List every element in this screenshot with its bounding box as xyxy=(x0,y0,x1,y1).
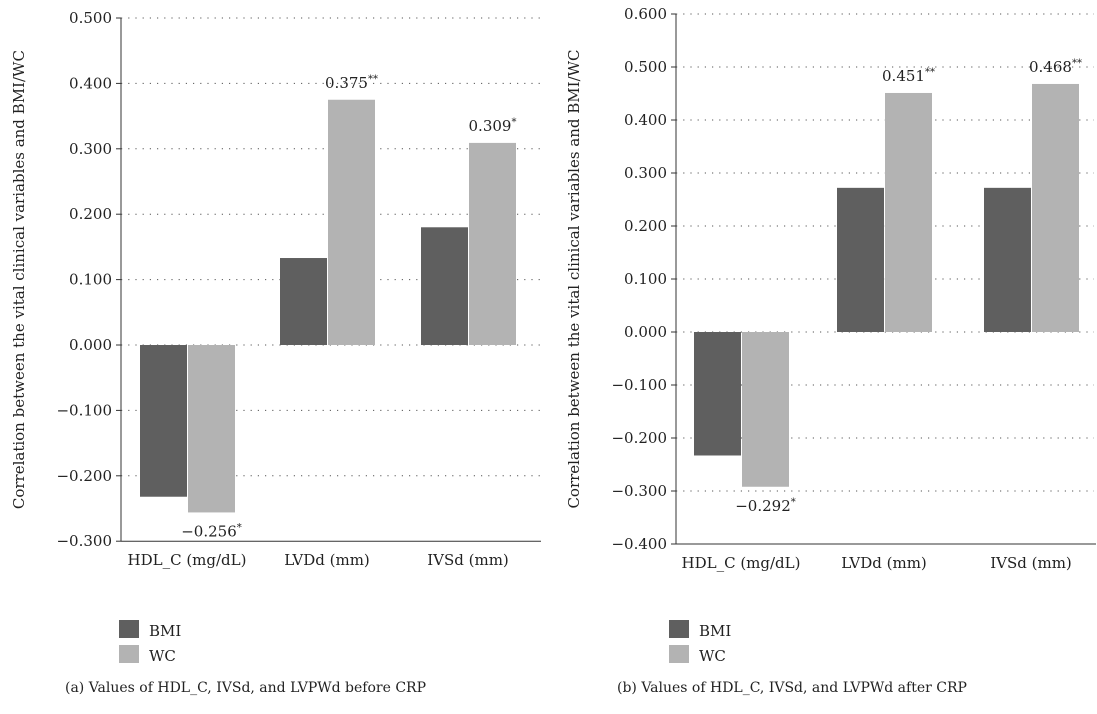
y-tick-label: 0.400 xyxy=(69,74,112,92)
bar-bmi-2 xyxy=(421,227,468,345)
y-tick-label: 0.100 xyxy=(624,270,667,288)
bar-wc-2 xyxy=(469,142,516,345)
y-tick-label: 0.400 xyxy=(624,111,667,129)
x-tick-label: IVSd (mm) xyxy=(427,551,509,569)
y-tick-label: 0.300 xyxy=(624,164,667,182)
data-label: 0.309* xyxy=(469,117,517,135)
y-tick-label: 0.200 xyxy=(624,217,667,235)
y-tick-label: −0.100 xyxy=(611,376,667,394)
x-tick-label: LVDd (mm) xyxy=(284,551,370,569)
data-label: −0.292* xyxy=(735,497,796,515)
legend-swatch-bmi xyxy=(669,620,689,638)
legend-label-wc: WC xyxy=(149,647,176,665)
y-tick-label: 0.300 xyxy=(69,140,112,158)
y-tick-label: 0.200 xyxy=(69,205,112,223)
y-tick-label: −0.300 xyxy=(611,482,667,500)
legend-label-bmi: BMI xyxy=(149,622,181,640)
y-tick-label: −0.100 xyxy=(56,401,112,419)
y-tick-label: −0.300 xyxy=(56,532,112,550)
bar-wc-1 xyxy=(885,92,932,332)
legend-swatch-bmi xyxy=(119,620,139,638)
bar-bmi-2 xyxy=(984,187,1031,332)
legend-label-bmi: BMI xyxy=(699,622,731,640)
y-tick-label: −0.200 xyxy=(56,467,112,485)
x-tick-label: HDL_C (mg/dL) xyxy=(682,554,801,572)
bar-bmi-0 xyxy=(140,345,187,497)
x-tick-label: HDL_C (mg/dL) xyxy=(128,551,247,569)
data-label: −0.256* xyxy=(181,522,242,540)
x-tick-label: LVDd (mm) xyxy=(841,554,927,572)
y-tick-label: 0.500 xyxy=(69,9,112,27)
y-tick-label: 0.600 xyxy=(624,5,667,23)
data-label: 0.451** xyxy=(882,67,935,85)
data-label: 0.375** xyxy=(325,74,378,92)
chart-panel-a: 0.500 0.400 0.300 0.200 0.100 0.000 −0.100 −0.2… xyxy=(10,9,543,696)
bar-wc-0 xyxy=(742,332,789,487)
bar-wc-1 xyxy=(328,99,375,345)
y-tick-label: −0.200 xyxy=(611,429,667,447)
bar-wc-0 xyxy=(188,345,235,513)
chart-panel-b: 0.600 0.500 0.400 0.300 0.200 0.100 0.000 −0.10… xyxy=(565,5,1096,696)
y-tick-label: 0.100 xyxy=(69,271,112,289)
y-axis-title: Correlation between the vital clinical v… xyxy=(10,50,28,509)
bar-bmi-1 xyxy=(280,258,327,345)
bar-wc-2 xyxy=(1032,83,1079,333)
legend-swatch-wc xyxy=(119,645,139,663)
y-tick-label: 0.500 xyxy=(624,58,667,76)
y-axis-title: Correlation between the vital clinical v… xyxy=(565,49,583,508)
x-tick-label: IVSd (mm) xyxy=(990,554,1072,572)
data-label: 0.468** xyxy=(1029,58,1082,76)
legend-swatch-wc xyxy=(669,645,689,663)
y-tick-label: −0.400 xyxy=(611,535,667,553)
bar-bmi-1 xyxy=(837,187,884,332)
y-tick-label: 0.000 xyxy=(69,336,112,354)
y-tick-label: 0.000 xyxy=(624,323,667,341)
figure-caption: (a) Values of HDL_C, IVSd, and LVPWd bef… xyxy=(65,680,426,696)
legend-label-wc: WC xyxy=(699,647,726,665)
figure-caption: (b) Values of HDL_C, IVSd, and LVPWd aft… xyxy=(617,680,967,696)
bar-bmi-0 xyxy=(694,332,741,456)
